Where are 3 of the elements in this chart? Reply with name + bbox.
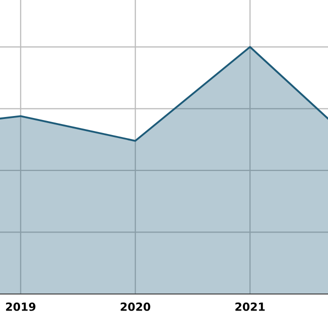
x-tick-label: 2019 [6,302,36,311]
x-tick-label: 2020 [120,302,150,311]
x-tick-label: 2021 [235,302,265,311]
